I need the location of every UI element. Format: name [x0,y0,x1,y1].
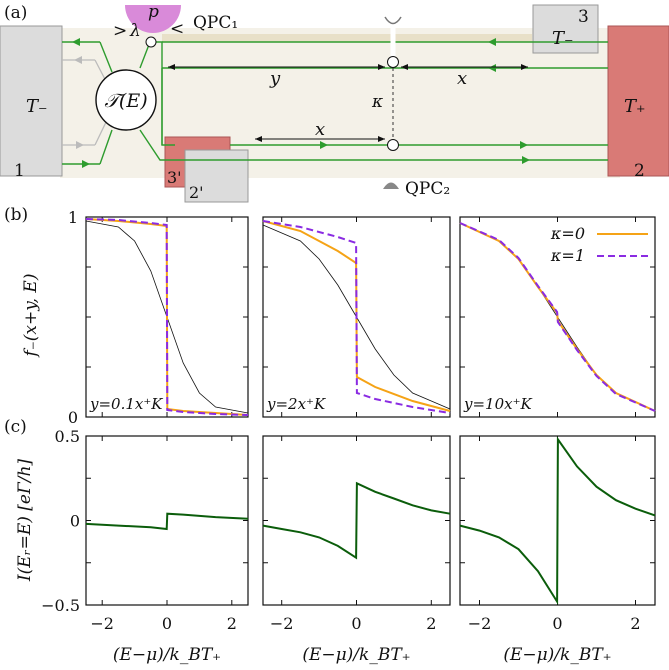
panel-c-series-2 [262,481,451,560]
panel-b-label: (b) [4,205,28,225]
qpc2-gate [383,182,399,189]
left-marker: > [113,21,127,41]
contact-2 [607,25,669,177]
faint-arrows [74,56,84,149]
panel-c-xtick-label: −2 [468,614,492,633]
panel-b-ytick-label: 1 [68,208,78,227]
panel-c-xtick-label: 0 [162,614,172,633]
transfer-label: 𝒯(E) [104,90,147,112]
panel-c-series-1 [85,512,249,531]
y-distance-label: y [269,68,281,89]
panel-c-ytick-label: 0 [70,512,80,531]
panel-c-xlabel-3: (E−μ)/k_BT₊ [503,645,611,665]
plots: y=0.1x⁺K −2 0 2 (E−μ)/k_BT₊ y=2x⁺K −2 0 2 (E−μ)/k… [41,208,656,665]
panel-b-annotation-2: y=2x⁺K [266,395,326,413]
node-top [387,56,399,68]
legend-label: κ=1 [550,246,585,265]
qpc1-label: QPC₁ [193,13,238,33]
panel-c-xtick-label: 2 [426,614,436,633]
panel-c-label: (c) [4,417,27,437]
panel-b-series-3-kappa1 [459,222,656,412]
panel-c-xtick-label: 0 [351,614,361,633]
top-contact-number: 3 [578,7,589,27]
qpc2-label: QPC₂ [405,179,450,199]
panel-a: 𝒯(E) > < (a) p λ QPC₁ QPC₂ T₋ 1 T₊ [0,2,669,203]
node-bottom [387,139,399,151]
panel-c-xtick-label: 0 [552,614,562,633]
distance-arrows [168,66,528,140]
panel-b-series-1-kappa1 [85,218,249,416]
contact-3prime-number: 3' [167,168,182,187]
panel-a-label: (a) [4,3,27,23]
panel-c-ylabel: I(Eᵣ=E) [eΓ/h] [15,459,35,583]
panel-b-annotation-1: y=0.1x⁺K [89,395,163,413]
x-distance-label-top: x [457,68,467,89]
legend-label: κ=0 [550,224,585,243]
panel-c-xtick-label: 2 [630,614,640,633]
panel-c-xtick-label: −2 [270,614,294,633]
panel-c-ytick-label: 0.5 [55,427,80,446]
distance-arrowheads [168,64,528,142]
right-contact-number: 2 [634,161,645,181]
panel-c-ytick-label: −0.5 [41,596,80,615]
p-probe [125,5,181,33]
lambda-label: λ [129,21,141,41]
right-contact-temp: T₊ [624,96,646,117]
panel-b-series-2-kappa0 [262,220,451,412]
left-contact-temp: T₋ [26,96,48,117]
kappa-label: κ [371,92,383,112]
contact-1 [0,25,63,177]
panel-c-series-3 [459,436,656,606]
x-distance-label-bottom: x [315,119,325,140]
panel-c-xlabel-2: (E−μ)/k_BT₊ [302,645,410,665]
panel-b-annotation-3: y=10x⁺K [463,395,533,413]
panel-b-series-2-kappa1 [262,220,451,414]
qpc-top-gate [384,16,402,25]
qpc1-node [145,36,157,48]
p-label: p [148,2,159,22]
panel-b-ytick-label: 0 [68,408,78,427]
top-contact-temp: T₋ [552,28,574,49]
edge-arrows [72,38,530,168]
edge-channels [62,41,608,165]
panel-b-ylabel: f₋(x+y, E) [21,274,41,359]
right-marker: < [170,19,184,39]
contact-2prime [184,149,249,203]
transfer-element [95,69,157,131]
panel-c-xlabel-1: (E−μ)/k_BT₊ [113,645,221,665]
panel-c-xtick-label: −2 [90,614,114,633]
left-contact-number: 1 [14,161,25,181]
sample-top-band [162,34,532,42]
contact-3 [532,4,599,54]
panel-c-xtick-label: 2 [227,614,237,633]
contact-2prime-number: 2' [189,183,204,202]
